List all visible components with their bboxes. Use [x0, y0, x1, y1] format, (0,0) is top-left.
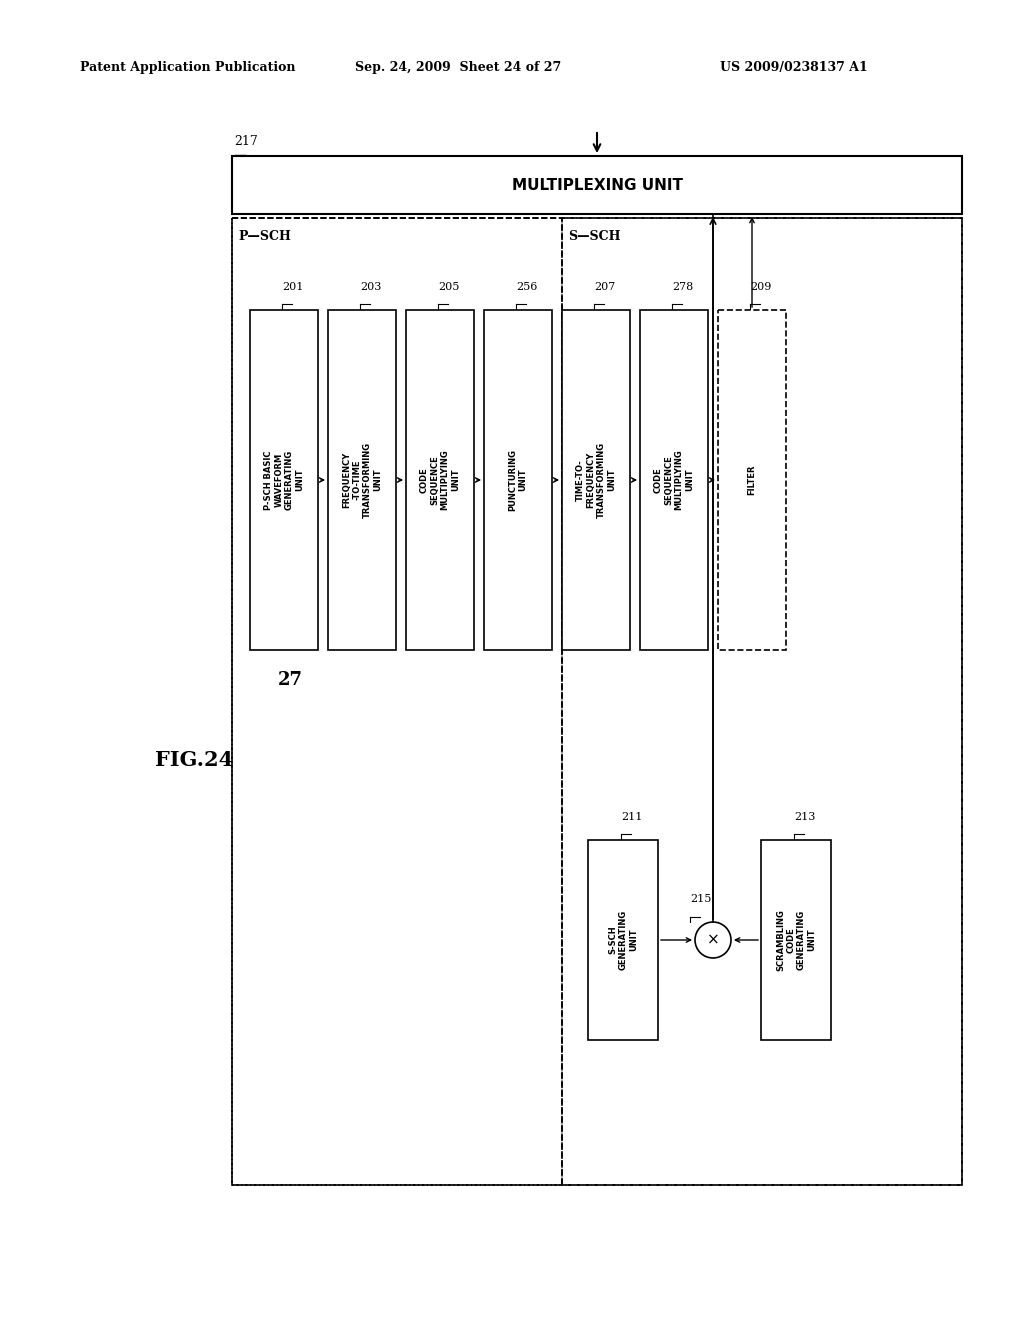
Bar	[250, 310, 318, 649]
Text: S-SCH
GENERATING
UNIT: S-SCH GENERATING UNIT	[608, 909, 638, 970]
Text: P—SCH: P—SCH	[238, 230, 291, 243]
Bar	[328, 310, 396, 649]
Text: 209: 209	[750, 282, 771, 292]
Text: ×: ×	[707, 932, 720, 948]
Bar	[562, 310, 630, 649]
Bar	[588, 840, 658, 1040]
Bar	[232, 218, 962, 1185]
Text: 217: 217	[234, 135, 258, 148]
Text: 278: 278	[672, 282, 693, 292]
Text: 215: 215	[690, 894, 712, 904]
Text: US 2009/0238137 A1: US 2009/0238137 A1	[720, 62, 867, 74]
Text: FIG.24: FIG.24	[155, 750, 233, 770]
Text: 256: 256	[516, 282, 538, 292]
Text: P-SCH BASIC
WAVEFORM
GENERATING
UNIT: P-SCH BASIC WAVEFORM GENERATING UNIT	[264, 450, 304, 510]
Text: 211: 211	[621, 812, 642, 822]
Bar	[761, 840, 831, 1040]
Text: FILTER: FILTER	[748, 465, 757, 495]
Text: 213: 213	[794, 812, 815, 822]
Text: 207: 207	[594, 282, 615, 292]
Text: 203: 203	[360, 282, 381, 292]
Bar	[562, 218, 962, 1185]
Bar	[232, 218, 562, 1185]
Text: SCRAMBLING
CODE
GENERATING
UNIT: SCRAMBLING CODE GENERATING UNIT	[776, 909, 816, 972]
Text: TIME-TO-
FREQUENCY
TRANSFORMING
UNIT: TIME-TO- FREQUENCY TRANSFORMING UNIT	[575, 442, 616, 517]
Text: Patent Application Publication: Patent Application Publication	[80, 62, 296, 74]
Text: CODE
SEQUENCE
MULTIPLYING
UNIT: CODE SEQUENCE MULTIPLYING UNIT	[654, 450, 694, 511]
Text: 201: 201	[282, 282, 303, 292]
Text: MULTIPLEXING UNIT: MULTIPLEXING UNIT	[512, 177, 683, 193]
Text: FREQUENCY
-TO-TIME
TRANSFORMING
UNIT: FREQUENCY -TO-TIME TRANSFORMING UNIT	[342, 442, 382, 517]
Text: CODE
SEQUENCE
MULTIPLYING
UNIT: CODE SEQUENCE MULTIPLYING UNIT	[420, 450, 460, 511]
Bar	[232, 156, 962, 214]
Bar	[640, 310, 708, 649]
Text: S—SCH: S—SCH	[568, 230, 621, 243]
Bar	[484, 310, 552, 649]
Text: PUNCTURING
UNIT: PUNCTURING UNIT	[508, 449, 527, 511]
Text: Sep. 24, 2009  Sheet 24 of 27: Sep. 24, 2009 Sheet 24 of 27	[355, 62, 561, 74]
Text: 205: 205	[438, 282, 460, 292]
Bar	[718, 310, 786, 649]
Bar	[406, 310, 474, 649]
Text: 27: 27	[278, 671, 303, 689]
